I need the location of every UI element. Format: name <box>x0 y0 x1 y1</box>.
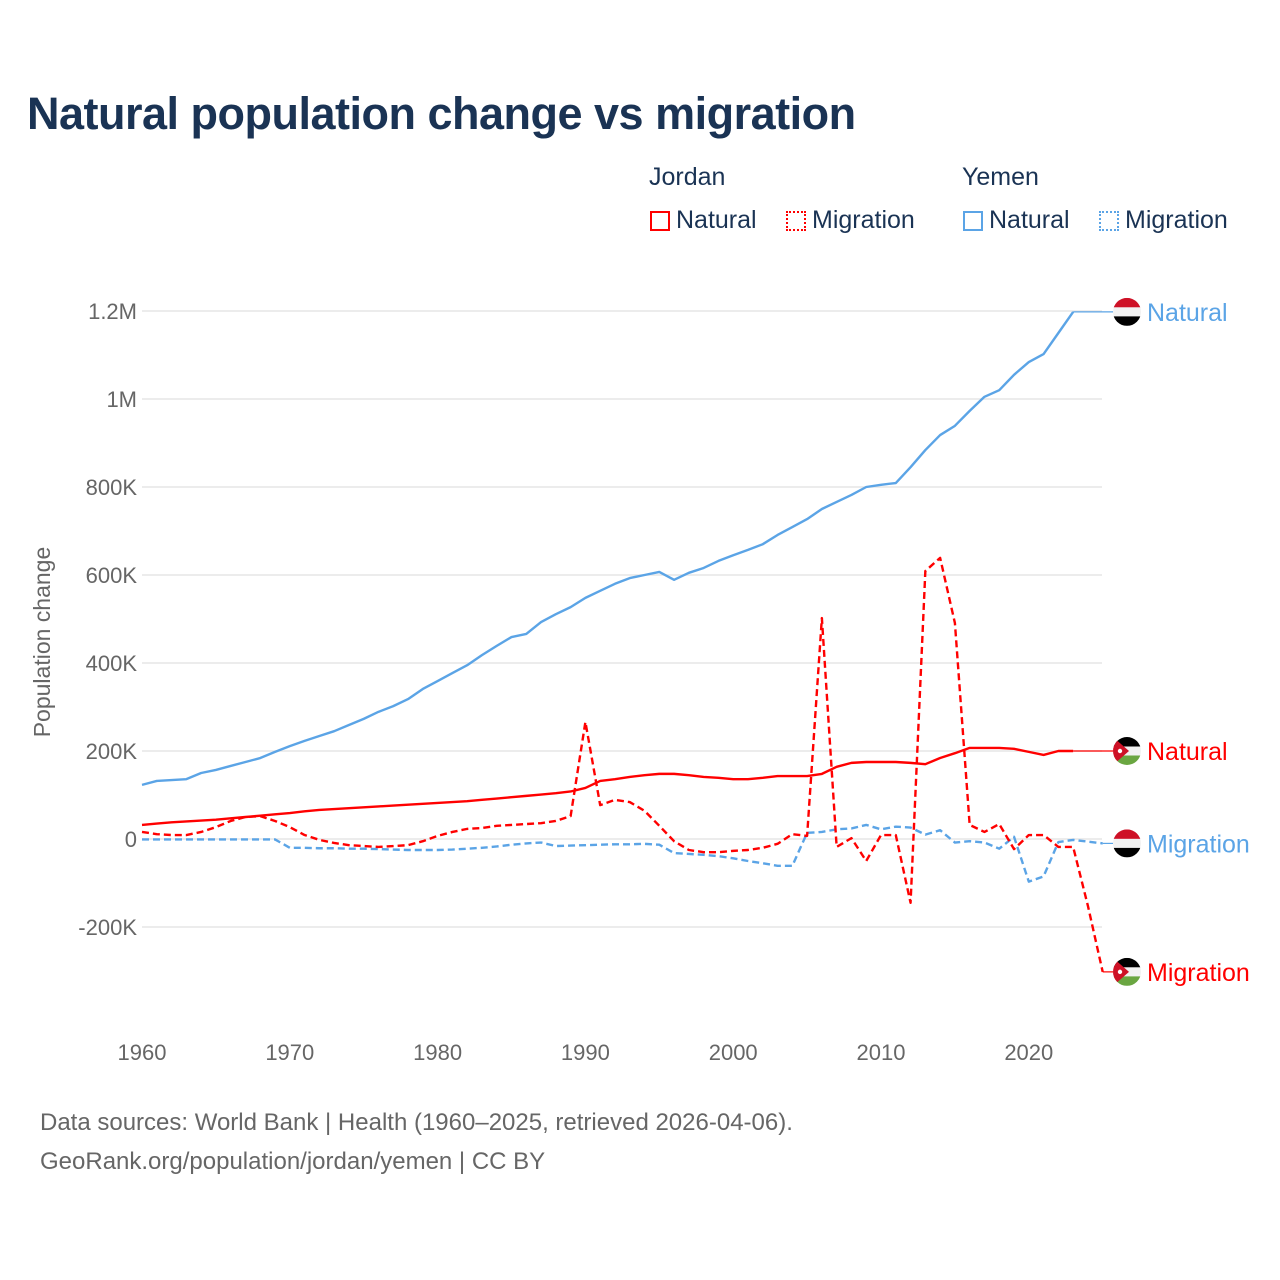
series-line-yemen-migration[interactable] <box>142 823 1103 883</box>
gridlines <box>142 310 1102 928</box>
attribution-link[interactable]: GeoRank.org/population/jordan/yemen | CC… <box>40 1148 546 1175</box>
legend-swatch-dotted-red <box>786 210 806 231</box>
y-axis-label: Population change <box>29 547 55 738</box>
end-label: Natural <box>1147 299 1228 327</box>
legend-swatch-dotted-blue <box>1099 210 1119 231</box>
x-tick-label: 2010 <box>857 1040 906 1065</box>
legend-label: Migration <box>1125 206 1228 234</box>
x-tick-label: 2000 <box>709 1040 758 1065</box>
yemen-flag-icon <box>1113 297 1141 326</box>
y-tick-label: 200K <box>86 739 138 764</box>
y-tick-label: 0 <box>125 827 137 852</box>
legend-group-yemen: Yemen <box>962 163 1039 191</box>
end-labels: Natural Natural Migration Migration <box>1073 297 1250 987</box>
x-tick-label: 1990 <box>561 1040 610 1065</box>
jordan-flag-icon <box>1113 737 1141 765</box>
end-label: Natural <box>1147 738 1228 766</box>
legend-label: Natural <box>989 206 1070 234</box>
end-label: Migration <box>1147 959 1250 987</box>
y-axis-ticks: -200K 0 200K 400K 600K 800K 1M 1.2M <box>78 299 137 940</box>
legend-item-jordan-natural[interactable]: Natural <box>650 206 757 235</box>
x-tick-label: 1970 <box>265 1040 314 1065</box>
legend-swatch-solid-red <box>650 210 670 231</box>
legend-item-jordan-migration[interactable]: Migration <box>786 206 915 235</box>
legend-label: Natural <box>676 206 757 234</box>
series-line-yemen-natural[interactable] <box>141 311 1075 787</box>
legend-item-yemen-natural[interactable]: Natural <box>963 206 1070 235</box>
y-tick-label: 1.2M <box>88 299 137 324</box>
chart-title: Natural population change vs migration <box>27 88 856 139</box>
y-tick-label: -200K <box>78 915 137 940</box>
legend-item-yemen-migration[interactable]: Migration <box>1099 206 1228 235</box>
y-tick-label: 400K <box>86 651 138 676</box>
y-tick-label: 600K <box>86 563 138 588</box>
series-line-jordan-migration[interactable] <box>141 556 1104 973</box>
series-lines <box>141 311 1104 973</box>
yemen-flag-icon <box>1113 829 1141 858</box>
y-tick-label: 800K <box>86 475 138 500</box>
x-axis-ticks: 1960 1970 1980 1990 2000 2010 2020 <box>118 1040 1054 1065</box>
legend-swatch-solid-blue <box>963 210 983 231</box>
x-tick-label: 2020 <box>1004 1040 1053 1065</box>
end-label: Migration <box>1147 830 1250 858</box>
x-tick-label: 1980 <box>413 1040 462 1065</box>
x-tick-label: 1960 <box>118 1040 167 1065</box>
y-tick-label: 1M <box>106 387 137 412</box>
legend-label: Migration <box>812 206 915 234</box>
jordan-flag-icon <box>1113 957 1141 986</box>
series-line-jordan-natural[interactable] <box>141 746 1074 827</box>
legend-group-jordan: Jordan <box>649 163 726 191</box>
data-source-note: Data sources: World Bank | Health (1960–… <box>40 1109 793 1136</box>
